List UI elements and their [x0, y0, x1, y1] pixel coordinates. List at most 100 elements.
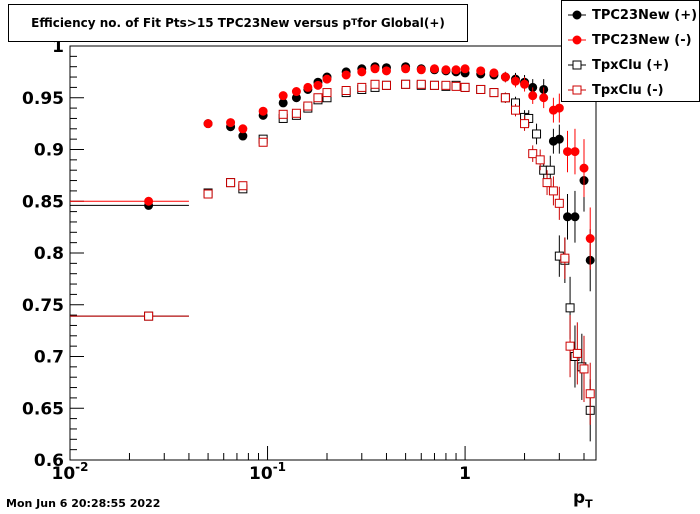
data-point [579, 364, 589, 374]
data-point [144, 311, 154, 321]
data-point [226, 178, 236, 188]
legend-item: TPC23New (+) [562, 4, 699, 26]
data-point [401, 79, 411, 89]
data-point [572, 10, 582, 20]
data-point [238, 124, 248, 134]
data-point [554, 103, 564, 113]
data-series [70, 62, 595, 442]
x-tick-label-exponent: -1 [273, 460, 286, 474]
data-point [341, 86, 351, 96]
y-tick-label: 0.75 [22, 296, 64, 316]
series-group [70, 79, 595, 425]
y-tick-label: 0.95 [22, 89, 64, 109]
data-point [563, 147, 573, 157]
x-tick-label-exponent: -2 [75, 460, 88, 474]
data-point [381, 66, 391, 76]
legend-label: TPC23New (+) [592, 7, 698, 23]
data-point [565, 341, 575, 351]
data-point [554, 198, 564, 208]
data-point [489, 88, 499, 98]
data-point [542, 178, 552, 188]
legend-marker-icon [568, 10, 586, 20]
y-tick-label: 0.65 [22, 399, 64, 419]
y-tick-label: 0.9 [34, 141, 64, 161]
data-point [528, 91, 538, 101]
timestamp: Mon Jun 6 20:28:55 2022 [6, 497, 161, 510]
y-tick-label: 1 [52, 37, 64, 57]
data-point [545, 165, 555, 175]
data-point [528, 149, 538, 159]
x-tick-label-base: 10 [249, 464, 273, 484]
data-point [535, 155, 545, 165]
data-point [489, 68, 499, 78]
x-tick-label-base: 10 [51, 464, 75, 484]
data-point [572, 348, 582, 358]
x-axis-title-sub: T [585, 497, 593, 511]
data-point [341, 70, 351, 80]
data-point [303, 101, 313, 111]
y-tick-label: 0.6 [34, 451, 64, 471]
data-point [144, 196, 154, 206]
data-point [520, 79, 530, 89]
data-point [429, 64, 439, 74]
data-point [500, 72, 510, 82]
data-point [563, 212, 573, 222]
data-point [570, 147, 580, 157]
data-point [381, 80, 391, 90]
data-point [313, 93, 323, 103]
data-point [401, 64, 411, 74]
data-point [585, 389, 595, 399]
data-point [585, 234, 595, 244]
y-tick-label: 0.7 [34, 348, 64, 368]
data-point [539, 93, 549, 103]
data-point [203, 189, 213, 199]
x-tick-label: 1 [459, 464, 471, 484]
data-point [572, 35, 582, 45]
legend-item: TpxClu (-) [562, 79, 699, 101]
data-point [238, 181, 248, 191]
y-tick-label: 0.8 [34, 244, 64, 264]
data-point [451, 81, 461, 91]
series-group [70, 79, 595, 442]
legend-marker-icon [568, 60, 586, 70]
data-point [416, 65, 426, 75]
legend-label: TPC23New (-) [592, 32, 692, 48]
chart-title-main: Efficiency no. of Fit Pts>15 TPC23New ve… [31, 16, 352, 30]
data-point [226, 118, 236, 128]
data-point [322, 88, 332, 98]
series-group [70, 64, 595, 270]
data-point [416, 79, 426, 89]
data-point [511, 105, 521, 115]
data-point [548, 186, 558, 196]
data-point [579, 163, 589, 173]
data-point [520, 119, 530, 129]
data-point [258, 106, 268, 116]
x-tick-label: 10-1 [249, 460, 286, 484]
data-point [476, 66, 486, 76]
x-axis-title-main: p [573, 488, 586, 508]
data-point [476, 84, 486, 94]
data-point [441, 80, 451, 90]
data-point [565, 303, 575, 313]
legend-item: TPC23New (-) [562, 29, 699, 51]
chart-title: Efficiency no. of Fit Pts>15 TPC23New ve… [8, 4, 468, 42]
data-point [313, 80, 323, 90]
data-point [560, 253, 570, 263]
data-point [370, 64, 380, 74]
data-point [278, 91, 288, 101]
data-point [572, 85, 582, 95]
legend-marker-icon [568, 35, 586, 45]
data-point [370, 79, 380, 89]
chart-title-tail: for Global(+) [357, 16, 445, 30]
x-tick-label-base: 1 [459, 464, 471, 484]
chart-title-sub: T [351, 18, 358, 28]
legend-label: TpxClu (+) [592, 57, 670, 73]
data-point [572, 60, 582, 70]
data-point [500, 93, 510, 103]
data-point [357, 82, 367, 92]
data-point [511, 76, 521, 86]
data-point [303, 82, 313, 92]
data-point [570, 212, 580, 222]
x-axis-title: pT [573, 488, 593, 510]
